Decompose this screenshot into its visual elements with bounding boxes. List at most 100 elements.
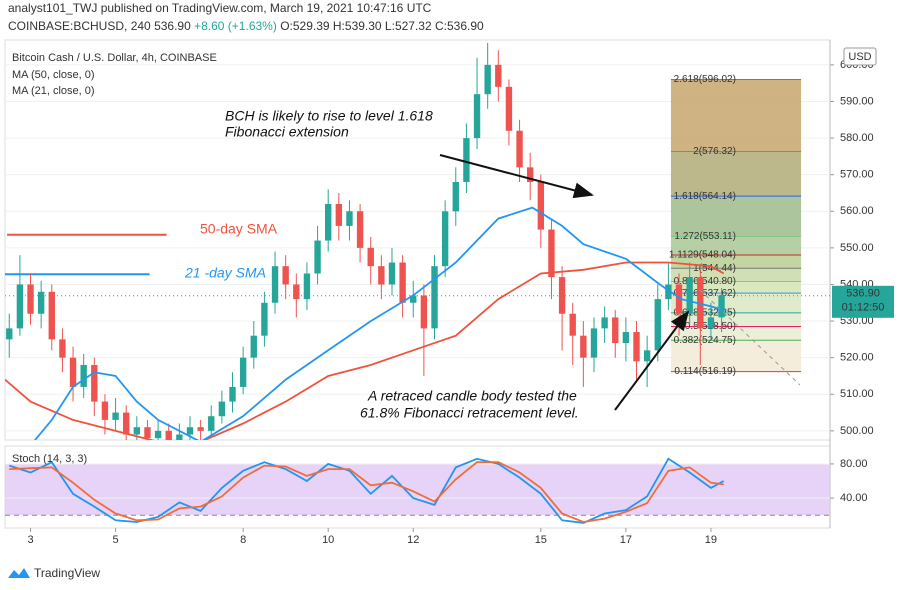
candle-body: [697, 277, 704, 329]
x-tick-label: 12: [407, 534, 419, 546]
candle-body: [271, 266, 279, 303]
candle-body: [123, 412, 130, 435]
candle-body: [176, 434, 183, 440]
fib-zone: [670, 293, 802, 313]
arrow: [614, 310, 690, 411]
stoch-line: [9, 461, 724, 523]
candle-body: [441, 211, 449, 267]
candle-body: [633, 332, 640, 362]
y-tick-label: 520.00: [840, 352, 874, 364]
candle-body: [410, 295, 417, 303]
x-tick-label: 10: [322, 534, 334, 546]
band-fill: [5, 463, 830, 516]
candle-body: [463, 138, 470, 182]
annotation: 21 -day SMA: [184, 265, 266, 281]
candle-body: [6, 328, 13, 340]
change: +8.60 (+1.63%): [194, 19, 277, 33]
candle-body: [303, 273, 311, 300]
candle-body: [133, 427, 141, 435]
candle-body: [622, 332, 630, 344]
candle-body: [69, 357, 77, 387]
fib-zone: [670, 326, 802, 341]
candle-body: [346, 211, 353, 226]
candle-body: [473, 94, 481, 139]
candle-body: [388, 262, 396, 285]
candle-body: [59, 339, 66, 358]
fib-label: 2(576.32): [693, 146, 736, 157]
fib-label: 0.382(524.75): [674, 335, 736, 346]
fib-label: 1.618(564.14): [674, 191, 736, 202]
candle-body: [590, 328, 598, 358]
candle-body: [282, 266, 289, 285]
candle-body: [101, 401, 109, 420]
price-plot: 2.618(596.02) 2(576.32) 1.618(564.14) 1.272…: [5, 42, 830, 440]
candle-body: [165, 430, 172, 440]
ma-line: [5, 261, 725, 440]
candle-body: [537, 181, 545, 230]
symbol: COINBASE:BCHUSD, 240: [8, 19, 151, 33]
candle-body: [654, 299, 661, 351]
x-tick-label: 5: [113, 534, 119, 546]
candle-body: [580, 335, 587, 358]
candle-body: [356, 211, 364, 248]
fib-zone: [670, 268, 802, 282]
annotation: 50-day SMA: [200, 221, 278, 237]
candle-body: [239, 357, 247, 387]
candle-body: [218, 401, 226, 417]
candle-body: [144, 427, 151, 439]
candle-body: [378, 266, 385, 285]
pane-title: Bitcoin Cash / U.S. Dollar, 4h, COINBASE: [12, 52, 217, 64]
currency: USD: [848, 51, 871, 63]
price-tag-label: 536.90: [846, 288, 880, 300]
candle-body: [154, 430, 162, 439]
currency-box: [843, 47, 877, 66]
symbol-line: COINBASE:BCHUSD, 240 536.90 +8.60 (+1.63…: [8, 19, 484, 33]
y-tick-label: 590.00: [840, 95, 874, 107]
candle-body: [91, 364, 98, 402]
y-tick-label: 560.00: [840, 205, 874, 217]
fib-zone: [670, 312, 802, 327]
candle-body: [197, 427, 204, 431]
candle-body: [314, 240, 321, 274]
logo: [8, 568, 30, 578]
annotation: Fibonacci extension: [225, 124, 349, 140]
axes: 500.00 510.00 520.00 530.00 5 40.00 550.00 560.…: [27, 59, 894, 546]
candle-body: [16, 284, 24, 329]
candle-body: [484, 64, 491, 95]
y-tick-label: 510.00: [840, 388, 874, 400]
x-tick-label: 3: [27, 534, 33, 546]
candle-body: [431, 266, 438, 329]
y-tick-label: 40.00: [840, 492, 868, 504]
candle-body: [516, 130, 523, 168]
candle-body: [335, 203, 343, 226]
x-tick-label: 8: [240, 534, 246, 546]
candle-body: [612, 317, 619, 344]
x-tick-label: 17: [620, 534, 632, 546]
legend-entry: MA (50, close, 0): [12, 69, 95, 81]
y-tick-label: 80.00: [840, 458, 868, 470]
candle-body: [527, 167, 534, 182]
y-tick-label: 550.00: [840, 242, 874, 254]
arrow: [439, 154, 594, 199]
y-tick-label: 530.00: [840, 315, 874, 327]
candle-body: [420, 295, 428, 329]
candle-body: [112, 412, 119, 420]
candle-body: [505, 86, 513, 131]
fib-zone: [670, 79, 802, 152]
candle-body: [250, 335, 257, 358]
fib-zone: [670, 196, 802, 237]
annotation: 61.8% Fibonacci retracement level.: [360, 405, 579, 421]
stoch-plot: [5, 457, 830, 524]
candle-body: [37, 291, 45, 314]
trend-line: [699, 289, 801, 386]
stoch-line: [9, 457, 725, 524]
candle-body: [601, 317, 608, 329]
fib-zone: [670, 281, 802, 294]
candle-body: [325, 203, 332, 241]
candle-body: [229, 386, 236, 402]
fib-label: 1.272(553.11): [674, 231, 736, 242]
fib-label: 0.786(537.62): [674, 288, 736, 299]
candle-body: [27, 284, 34, 314]
candle-body: [569, 313, 576, 336]
